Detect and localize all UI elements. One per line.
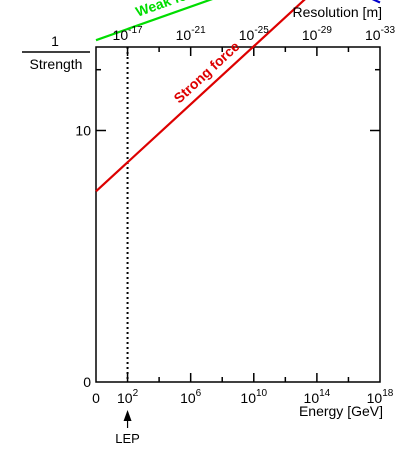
x-tick-label-exp: 10 [256, 388, 268, 399]
x2-tick-label-exp: -33 [381, 25, 396, 36]
lep-arrow-head [123, 410, 132, 421]
axis-ticks [96, 47, 380, 382]
x2-tick-label-base: 10 [113, 27, 129, 43]
x-tick-label: 0 [92, 390, 100, 406]
plot-frame [95, 46, 381, 383]
y-tick-label: 10 [75, 123, 91, 139]
x2-tick-label-exp: -29 [317, 25, 332, 36]
x-tick-label: 102 [117, 388, 139, 406]
x2-tick-label-exp: -25 [254, 25, 269, 36]
x2-tick-label: 10-29 [302, 25, 332, 43]
x-tick-label-base: 10 [304, 390, 320, 406]
x-tick-label-base: 0 [92, 390, 100, 406]
y-tick-label: 0 [83, 374, 91, 390]
x-tick-label: 106 [180, 388, 202, 406]
y-label-denominator: Strength [30, 56, 83, 72]
x-tick-label-base: 10 [117, 390, 133, 406]
x2-tick-label: 10-25 [239, 25, 269, 43]
x2-tick-label: 10-17 [113, 25, 143, 43]
x2-tick-label-base: 10 [176, 27, 192, 43]
series-line [95, 0, 306, 193]
x-tick-label-base: 10 [180, 390, 196, 406]
x-tick-label: 1010 [240, 388, 267, 406]
top-axis-label: Resolution [m] [293, 4, 382, 20]
x-axis-label: Energy [GeV] [299, 403, 383, 419]
x-tick-label-exp: 18 [382, 388, 394, 399]
x2-tick-label: 10-21 [176, 25, 206, 43]
x2-tick-label-exp: -21 [191, 25, 206, 36]
x-tick-label: 1018 [367, 388, 394, 406]
x-tick-label-exp: 2 [133, 388, 139, 399]
x2-tick-label-base: 10 [302, 27, 318, 43]
x2-tick-label-base: 10 [365, 27, 381, 43]
x-tick-label: 1014 [304, 388, 331, 406]
series-line [95, 0, 213, 42]
x-tick-label-base: 10 [240, 390, 256, 406]
lep-label: LEP [115, 431, 140, 446]
series-label: Weak force [133, 0, 209, 20]
x2-tick-label: 10-33 [365, 25, 395, 43]
x2-tick-label-exp: -17 [128, 25, 143, 36]
x-tick-label-exp: 14 [319, 388, 331, 399]
x-tick-label-base: 10 [367, 390, 383, 406]
x-tick-label-exp: 6 [196, 388, 202, 399]
y-label-numerator: 1 [51, 33, 59, 49]
series-label: Strong force [170, 38, 242, 106]
x2-tick-label-base: 10 [239, 27, 255, 43]
